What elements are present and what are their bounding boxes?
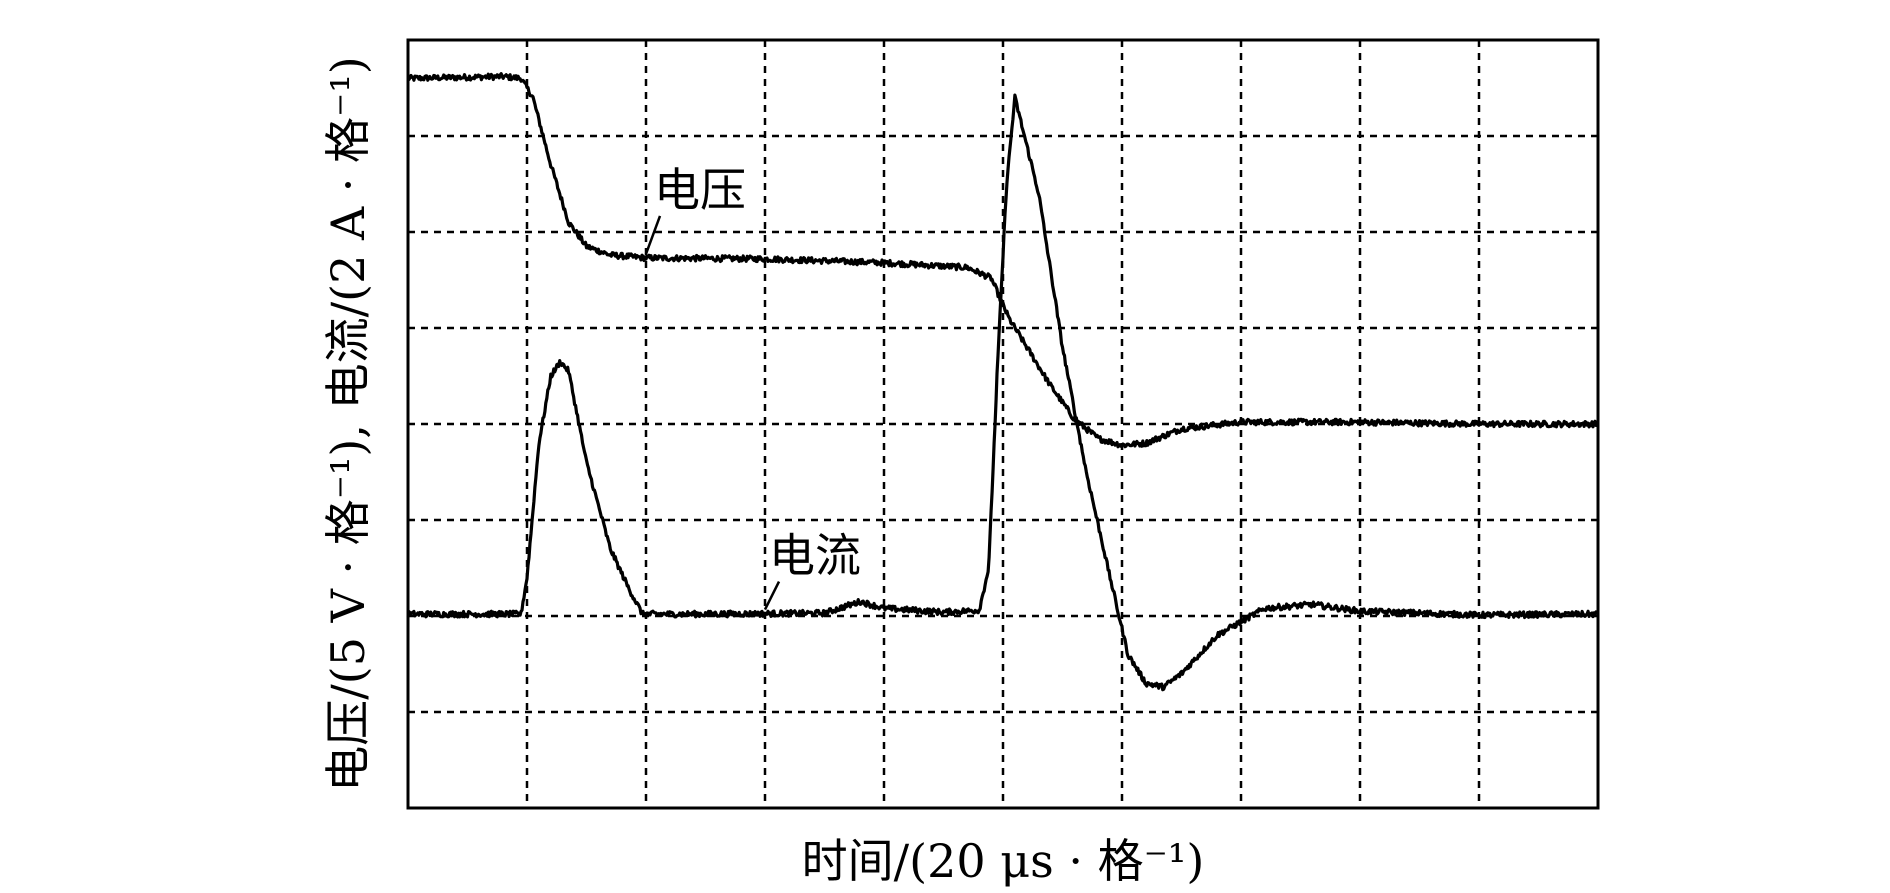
series-line-current [406, 93, 1600, 692]
x-axis-label: 时间/(20 μs · 格⁻¹) [802, 834, 1205, 888]
annotation-label-current: 电流 [769, 529, 861, 583]
series-group [406, 72, 1600, 692]
annotation-leader-current [763, 581, 781, 611]
series-line-voltage [406, 72, 1600, 449]
y-axis-label: 电压/(5 V · 格⁻¹), 电流/(2 A · 格⁻¹) [321, 56, 375, 791]
annotation-label-voltage: 电压 [654, 163, 746, 217]
annotation-leader-voltage [644, 215, 662, 255]
